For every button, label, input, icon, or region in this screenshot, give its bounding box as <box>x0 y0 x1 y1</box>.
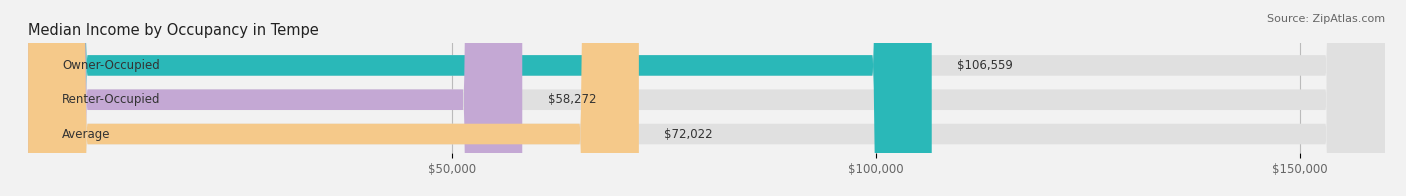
FancyBboxPatch shape <box>28 0 638 196</box>
FancyBboxPatch shape <box>28 0 932 196</box>
Text: $106,559: $106,559 <box>957 59 1014 72</box>
Text: Average: Average <box>62 128 111 141</box>
FancyBboxPatch shape <box>28 0 1385 196</box>
Text: Median Income by Occupancy in Tempe: Median Income by Occupancy in Tempe <box>28 23 319 38</box>
Text: Owner-Occupied: Owner-Occupied <box>62 59 160 72</box>
Text: $72,022: $72,022 <box>664 128 713 141</box>
FancyBboxPatch shape <box>28 0 1385 196</box>
FancyBboxPatch shape <box>28 0 1385 196</box>
Text: Renter-Occupied: Renter-Occupied <box>62 93 160 106</box>
FancyBboxPatch shape <box>28 0 522 196</box>
Text: Source: ZipAtlas.com: Source: ZipAtlas.com <box>1267 14 1385 24</box>
Text: $58,272: $58,272 <box>548 93 596 106</box>
